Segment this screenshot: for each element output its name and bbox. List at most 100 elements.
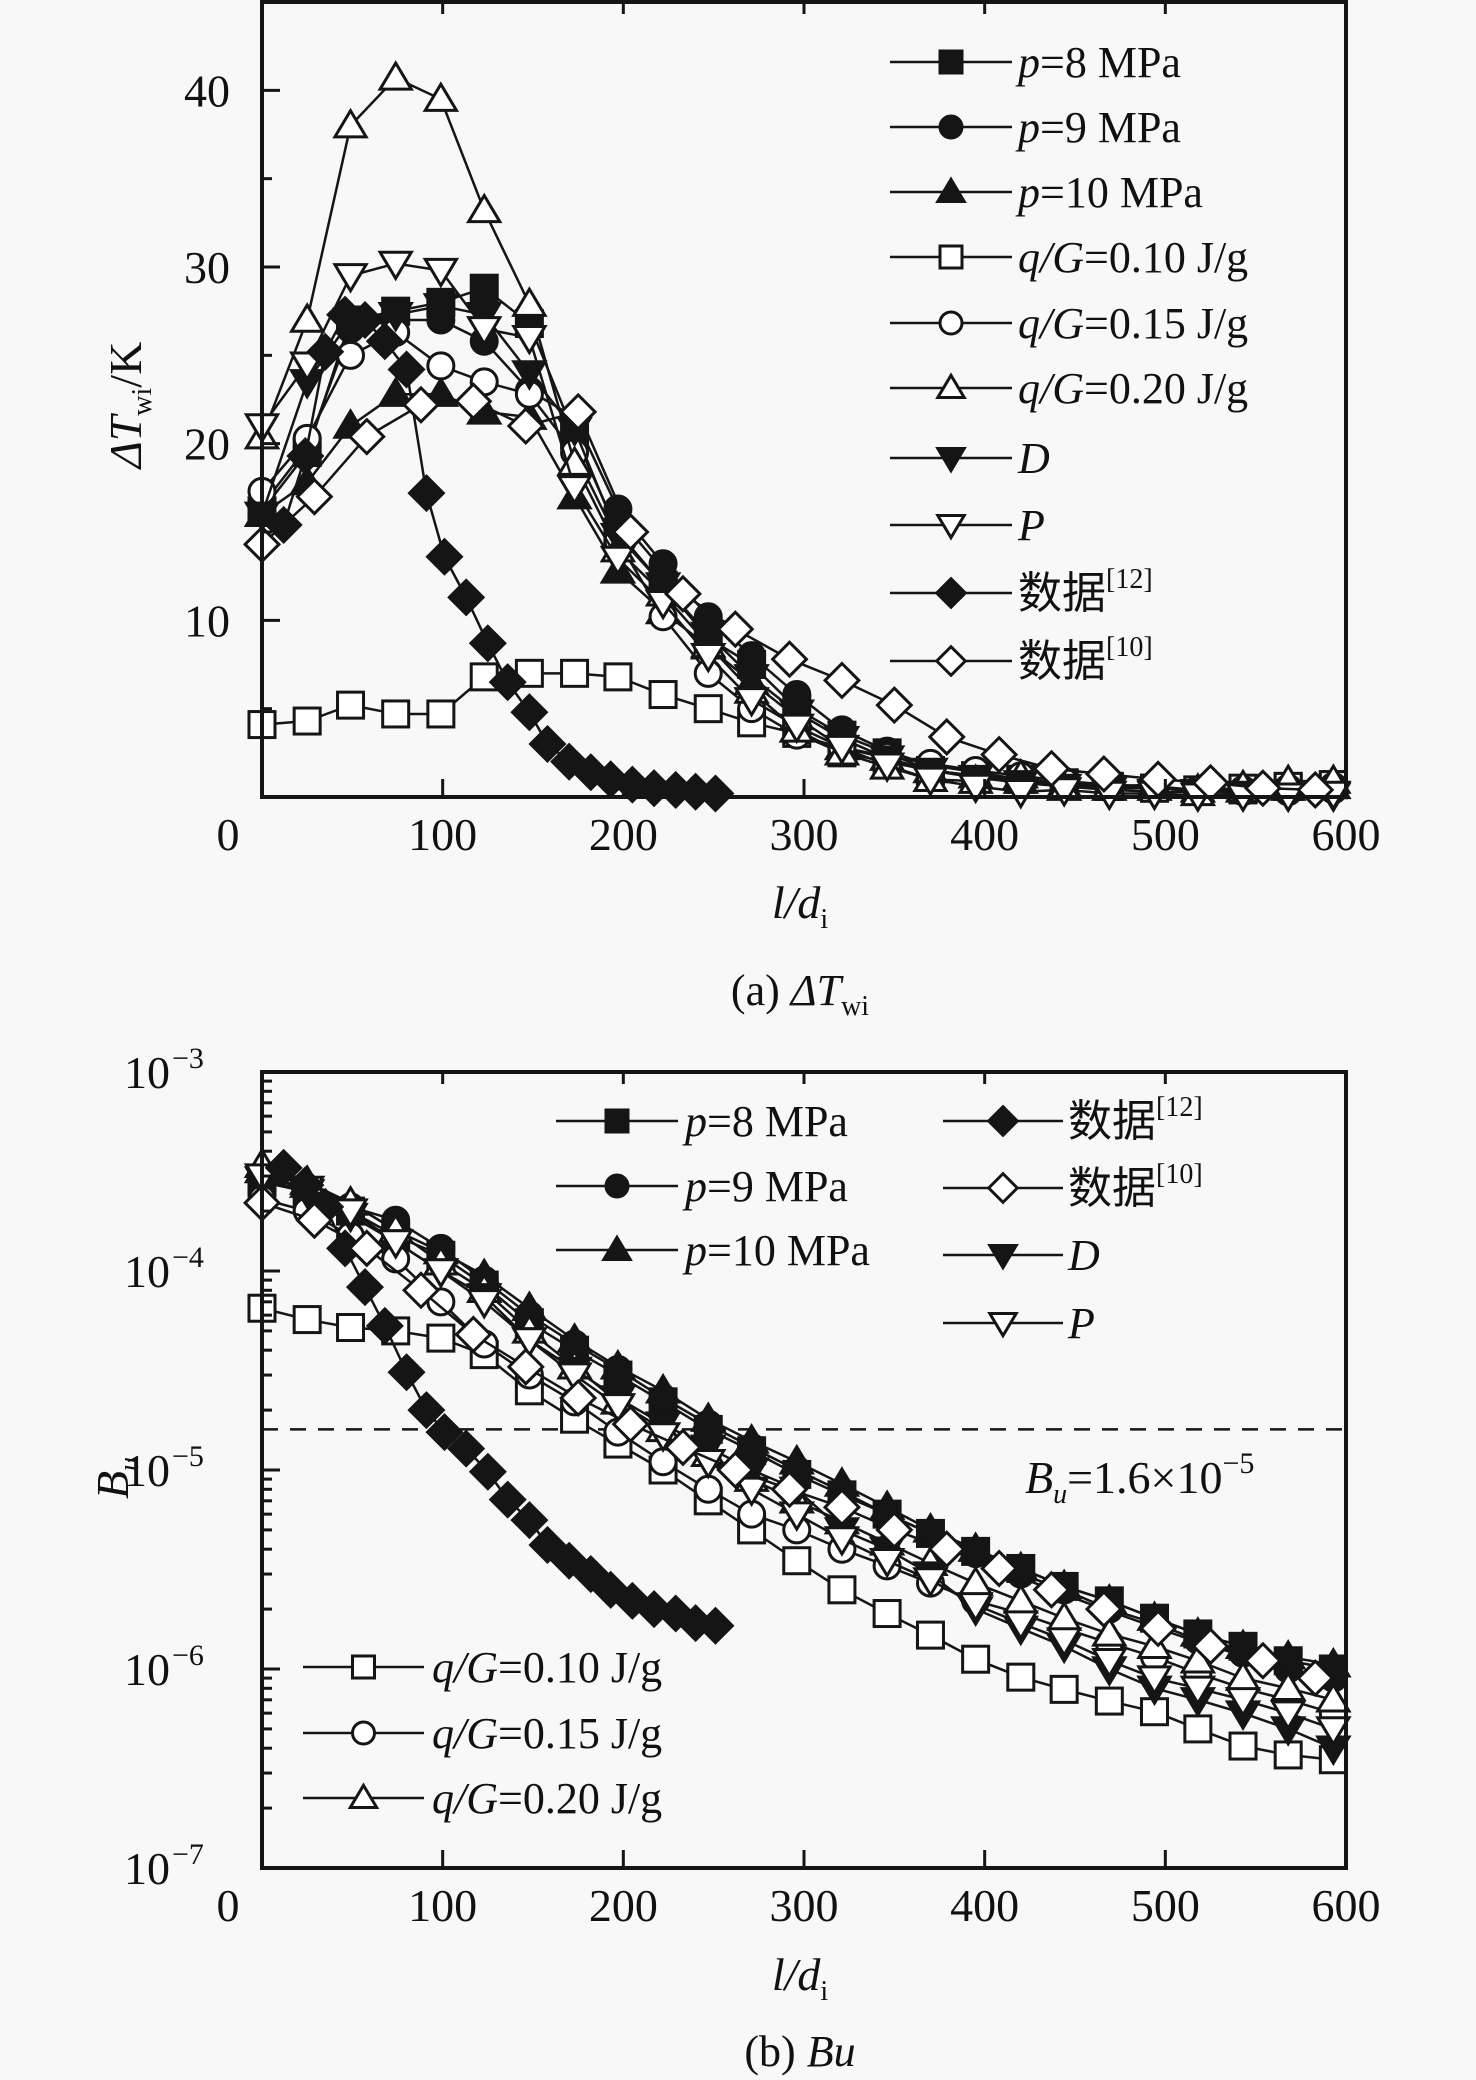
y-tick-label-exponent: −3 xyxy=(172,1042,204,1075)
x-tick-label: 500 xyxy=(1131,1880,1200,1931)
legend-item-ref10: 数据[10] xyxy=(943,1159,1203,1213)
data-point-ref10-14 xyxy=(980,1549,1019,1588)
data-point-P-11 xyxy=(733,1476,770,1508)
y-tick-label: 20 xyxy=(184,419,230,470)
data-point-ref10-8 xyxy=(663,574,702,613)
data-point-P-23 xyxy=(1269,1700,1307,1732)
legend-marker-p10 xyxy=(601,1234,633,1261)
legend-marker-q020 xyxy=(935,372,967,399)
data-point-p10-15 xyxy=(912,1512,949,1543)
data-point-ref10-10 xyxy=(770,640,809,679)
data-point-ref12-16 xyxy=(591,1570,630,1609)
y-tick-label: 10 xyxy=(184,595,230,646)
data-point-ref10-11 xyxy=(822,661,861,700)
data-point-ref12-12 xyxy=(510,1501,549,1540)
data-point-p10-9 xyxy=(644,1372,682,1404)
data-point-P-10 xyxy=(690,1449,727,1480)
x-tick-label: 600 xyxy=(1312,1880,1381,1931)
panel-a-axes: 0 100 200 300 400 500 600 10 20 30 40 xyxy=(184,0,1381,860)
data-point-P-14 xyxy=(868,752,906,784)
y-tick-label: 10 xyxy=(124,1843,170,1894)
data-point-ref10-5 xyxy=(506,406,545,446)
legend-marker-q020 xyxy=(347,1782,380,1809)
panel-b-caption: (b) Bu xyxy=(744,2027,855,2076)
panel-b-y-axis-label: Bu xyxy=(87,1457,145,1499)
data-point-p10-3 xyxy=(377,376,414,407)
legend-label: 数据[10] xyxy=(1018,632,1153,686)
data-point-q010-8 xyxy=(603,662,633,692)
legend-label: 数据[12] xyxy=(1068,1092,1203,1146)
x-tick-label: 200 xyxy=(589,1880,658,1931)
data-point-ref10-6 xyxy=(559,1378,598,1418)
data-point-q020-4 xyxy=(422,81,460,112)
data-point-ref12-18 xyxy=(635,1590,674,1629)
panel-b-bu: 0 100 200 300 400 500 60010−710−610−510−410−3 … xyxy=(87,1042,1381,2076)
data-point-ref12-0 xyxy=(264,1148,303,1187)
data-point-q020-5 xyxy=(465,192,503,224)
data-point-ref10-12 xyxy=(875,1510,914,1549)
legend-item-q010: q/G=0.10 J/g xyxy=(303,1643,662,1692)
y-tick-label-exponent: −5 xyxy=(172,1440,204,1473)
legend-label: q/G=0.10 J/g xyxy=(1018,233,1248,282)
data-point-ref10-4 xyxy=(454,382,493,421)
data-point-ref12-9 xyxy=(447,1429,486,1468)
data-point-P-16 xyxy=(957,1592,994,1623)
legend-marker-p8 xyxy=(604,1108,630,1134)
legend-marker-q015 xyxy=(351,1720,376,1746)
data-point-q010-3 xyxy=(381,699,411,729)
data-point-ref10-11 xyxy=(822,1488,861,1527)
data-point-q020-2 xyxy=(332,107,369,139)
legend-item-D: D xyxy=(890,434,1050,483)
data-point-ref10-9 xyxy=(716,610,755,649)
legend-item-ref12: 数据[12] xyxy=(890,564,1153,618)
data-point-q020-23 xyxy=(1269,1670,1307,1701)
data-point-P-12 xyxy=(778,713,816,745)
legend-label: p=9 MPa xyxy=(1015,103,1181,152)
legend-marker-ref12 xyxy=(986,1104,1020,1138)
legend-label: D xyxy=(1017,434,1050,483)
data-point-D-4 xyxy=(422,293,460,324)
legend-label: 数据[12] xyxy=(1018,564,1153,618)
data-point-ref12-5 xyxy=(365,1306,404,1345)
data-point-q010-16 xyxy=(961,1644,991,1674)
data-point-P-5 xyxy=(465,1289,503,1320)
data-point-ref12-21 xyxy=(696,774,735,813)
legend-label: 数据[10] xyxy=(1068,1159,1203,1213)
data-point-q010-12 xyxy=(782,1546,812,1576)
data-point-P-8 xyxy=(599,545,637,577)
data-point-ref10-3 xyxy=(401,385,441,424)
legend-label: p=10 MPa xyxy=(682,1226,870,1275)
y-tick-label: 30 xyxy=(184,242,230,293)
legend-label: p=8 MPa xyxy=(1015,38,1181,87)
legend-label: q/G=0.15 J/g xyxy=(432,1709,662,1758)
panel-b-x-axis-label: l/di xyxy=(772,1949,829,2007)
data-point-P-17 xyxy=(1002,778,1040,810)
data-point-ref12-10 xyxy=(468,1452,507,1491)
data-point-P-6 xyxy=(511,1327,548,1358)
legend-label: q/G=0.20 J/g xyxy=(1018,364,1248,413)
data-point-ref10-13 xyxy=(927,717,966,756)
legend-item-q015: q/G=0.15 J/g xyxy=(890,299,1248,348)
x-tick-label: 100 xyxy=(408,1880,477,1931)
data-point-ref10-9 xyxy=(716,1450,755,1490)
data-point-ref10-15 xyxy=(1032,749,1071,788)
panel-a-temperature-difference: 0 100 200 300 400 500 600 10 20 30 40 p=8 MPa p=9 M… xyxy=(100,0,1381,1022)
x-tick-label: 300 xyxy=(770,1880,839,1931)
data-point-ref10-2 xyxy=(347,417,386,456)
data-point-ref12-11 xyxy=(488,663,527,702)
legend-label: p=9 MPa xyxy=(682,1162,848,1211)
legend-item-D: D xyxy=(943,1231,1100,1280)
panel-b-series xyxy=(242,1147,1352,1775)
data-point-P-11 xyxy=(733,687,770,718)
data-point-P-19 xyxy=(1091,1648,1128,1679)
data-point-D-6 xyxy=(511,360,548,391)
data-point-p10-11 xyxy=(733,1423,770,1454)
legend-item-q020: q/G=0.20 J/g xyxy=(303,1774,662,1823)
data-point-q010-17 xyxy=(1006,1662,1036,1692)
legend-marker-p9 xyxy=(938,114,964,140)
x-tick-label: 300 xyxy=(770,809,839,860)
legend-label: D xyxy=(1067,1231,1100,1280)
data-point-ref10-13 xyxy=(927,1530,966,1569)
data-point-q015-10 xyxy=(693,1474,723,1504)
